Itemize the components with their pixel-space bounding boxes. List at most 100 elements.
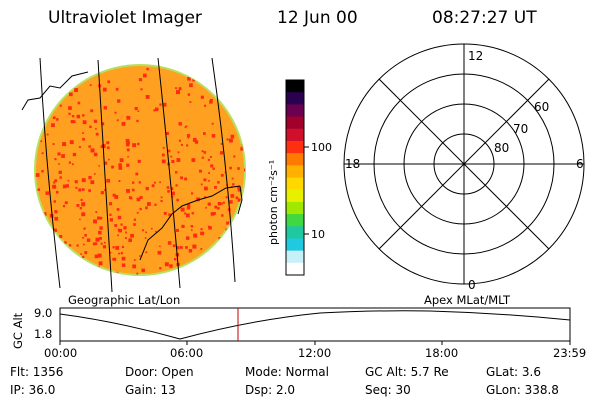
speckle-dot: [95, 237, 100, 242]
speckle-dot: [199, 169, 202, 173]
globe-caption: Geographic Lat/Lon: [68, 293, 181, 307]
speckle-dot: [201, 150, 204, 153]
speckle-dot: [235, 196, 239, 200]
speckle-dot: [237, 259, 242, 264]
speckle-dot: [225, 196, 228, 199]
speckle-dot: [167, 149, 171, 153]
speckle-dot: [121, 256, 126, 261]
speckle-dot: [187, 93, 191, 96]
speckle-dot: [136, 272, 139, 275]
speckle-dot: [127, 156, 129, 158]
speckle-dot: [222, 201, 225, 204]
speckle-dot: [244, 225, 245, 228]
speckle-dot: [207, 202, 211, 206]
speckle-dot: [244, 251, 245, 254]
speckle-dot: [230, 134, 235, 139]
speckle-dot: [175, 87, 177, 89]
speckle-dot: [175, 274, 178, 275]
speckle-dot: [191, 192, 194, 195]
speckle-dot: [160, 200, 163, 203]
speckle-dot: [237, 198, 241, 202]
speckle-dot: [223, 257, 227, 262]
speckle-dot: [185, 125, 188, 127]
uv-image-globe: [21, 57, 246, 293]
speckle-dot: [44, 246, 48, 249]
longitude-lines: [39, 57, 236, 293]
speckle-dot: [41, 170, 44, 173]
speckle-dot: [72, 152, 77, 157]
speckle-dot: [97, 216, 101, 220]
speckle-dot: [226, 257, 230, 261]
speckle-dot: [171, 191, 175, 196]
speckle-dot: [90, 109, 94, 113]
orbit-altitude-curve: [59, 310, 571, 340]
colorbar-unit-label: photon cm⁻²s⁻¹: [267, 160, 280, 245]
speckle-dot: [222, 253, 226, 257]
speckle-dot: [166, 186, 170, 189]
colorbar-step: [286, 250, 304, 264]
longitude-line: [157, 57, 181, 289]
speckle-dot: [188, 249, 193, 253]
speckle-dot: [212, 212, 216, 215]
speckle-dot: [39, 126, 42, 129]
speckle-dot: [118, 228, 122, 233]
info-geo-longitude: GLon: 338.8: [486, 383, 559, 397]
speckle-dot: [117, 234, 119, 237]
speckle-dot: [240, 147, 244, 151]
speckle-dot: [81, 212, 86, 217]
speckle-dot: [209, 99, 213, 102]
speckle-dot: [82, 236, 84, 239]
polar-plot: [343, 43, 585, 285]
speckle-dot: [69, 271, 73, 275]
speckle-dot: [68, 268, 73, 272]
speckle-dot: [70, 120, 74, 124]
speckle-dot: [223, 236, 227, 240]
speckle-dot: [191, 229, 193, 231]
speckle-dot: [137, 142, 140, 146]
speckle-dot: [147, 202, 151, 206]
speckle-dot: [99, 216, 103, 220]
speckle-dot: [81, 178, 86, 183]
speckle-dot: [37, 129, 41, 134]
speckle-dot: [99, 237, 102, 240]
speckle-dot: [217, 263, 220, 266]
speckle-dot: [176, 90, 180, 95]
speckle-dot: [231, 229, 235, 233]
speckle-dot: [98, 165, 100, 167]
speckle-dot: [219, 259, 222, 261]
image-date: 12 Jun 00: [277, 8, 358, 28]
speckle-dot: [204, 196, 207, 199]
speckle-dot: [50, 245, 54, 250]
orbit-xtick: 23:59: [553, 346, 587, 360]
speckle-dot: [93, 219, 97, 224]
speckle-dot: [133, 223, 136, 226]
speckle-dot: [35, 92, 39, 97]
speckle-dot: [44, 259, 48, 263]
speckle-dot: [52, 116, 56, 120]
info-flight: Flt: 1356: [10, 365, 64, 379]
speckle-dot: [46, 78, 49, 81]
speckle-dot: [67, 254, 71, 257]
speckle-dot: [211, 134, 216, 138]
speckle-dot: [128, 196, 132, 200]
speckle-dot: [35, 173, 40, 177]
speckle-dot: [186, 206, 191, 210]
colorbar-step: [286, 140, 304, 154]
speckle-dot: [185, 246, 188, 249]
speckle-dot: [186, 236, 190, 240]
speckle-dot: [145, 95, 150, 99]
speckle-dot: [203, 178, 207, 182]
speckle-dot: [230, 194, 235, 198]
speckle-dot: [72, 120, 76, 123]
speckle-dot: [145, 186, 149, 191]
speckle-dot: [210, 82, 215, 86]
speckle-dot: [77, 101, 81, 105]
speckle-dot: [100, 145, 104, 148]
speckle-dot: [222, 254, 225, 257]
speckle-dot: [155, 107, 159, 112]
speckle-dot: [212, 167, 215, 170]
speckle-dot: [63, 251, 65, 253]
speckle-dot: [191, 212, 194, 215]
speckle-dot: [208, 268, 213, 272]
speckle-dot: [171, 160, 175, 163]
